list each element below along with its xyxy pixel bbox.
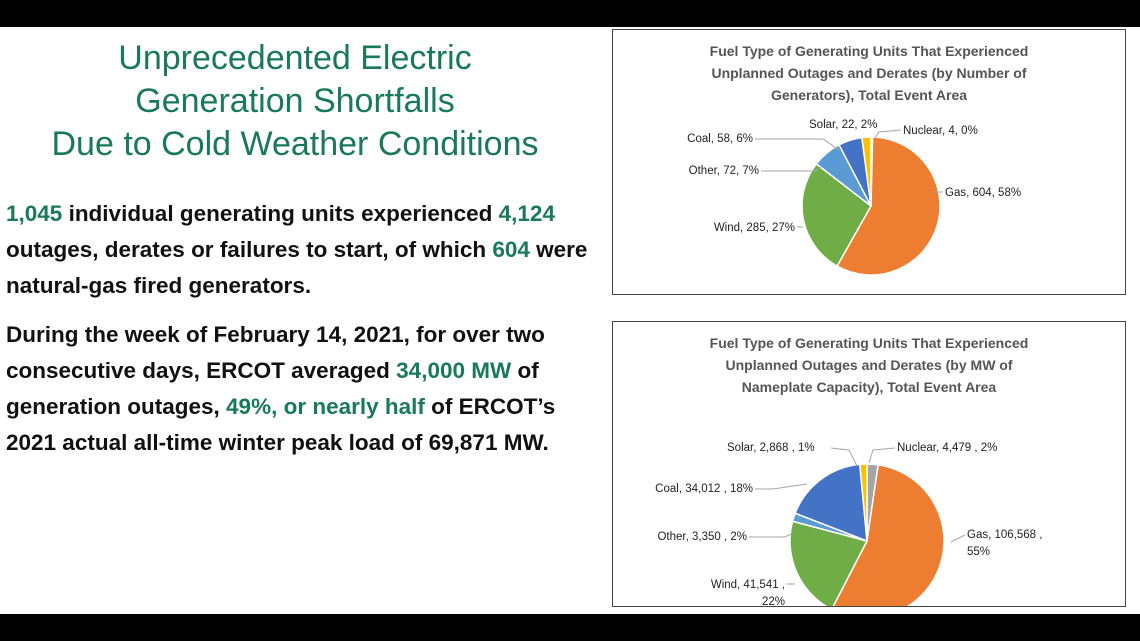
generators-pie-svg: Fuel Type of Generating Units That Exper…	[687, 43, 1029, 276]
gen-leader-coal	[755, 138, 840, 151]
gen-leader-nuclear	[874, 129, 902, 139]
cap-label-other: Other, 3,350 , 2%	[657, 531, 747, 543]
cap-label-solar: Solar, 2,868 , 1%	[727, 442, 815, 454]
cap-leader-other	[749, 533, 792, 538]
generators-pie-chart: Fuel Type of Generating Units That Exper…	[612, 29, 1126, 295]
cap-label-gas: Gas, 106,568 ,	[967, 529, 1042, 541]
outage-mw-paragraph: During the week of February 14, 2021, fo…	[6, 317, 596, 461]
gen-label-other: Other, 72, 7%	[689, 165, 759, 177]
gen-label-gas: Gas, 604, 58%	[945, 187, 1021, 199]
cap-chart-title-line-3: Nameplate Capacity), Total Event Area	[742, 379, 997, 395]
title-line-1: Unprecedented Electric	[118, 39, 472, 77]
para1-text-3: were natural-gas fired generators.	[6, 237, 588, 298]
gen-chart-title-line-2: Unplanned Outages and Derates (by Number…	[711, 65, 1026, 81]
gen-chart-title-line-3: Generators), Total Event Area	[771, 87, 967, 103]
cap-slice-wind	[789, 520, 869, 606]
cap-leader-nuclear	[868, 447, 896, 464]
gen-label-solar: Solar, 22, 2%	[809, 119, 877, 131]
outage-mw-value: 34,000 MW	[396, 358, 512, 383]
outages-count: 4,124	[498, 201, 555, 226]
cap-slice-gas	[832, 463, 945, 606]
gen-chart-title-line-1: Fuel Type of Generating Units That Exper…	[710, 43, 1029, 59]
cap-label-nuclear: Nuclear, 4,479 , 2%	[897, 442, 997, 454]
slide: Unprecedented Electric Generation Shortf…	[0, 27, 1140, 614]
gen-leader-other	[761, 166, 822, 172]
outage-units-paragraph: 1,045 individual generating units experi…	[6, 196, 596, 304]
para1-text-2: outages, derates or failures to start, o…	[6, 237, 493, 262]
cap-leader-gas	[950, 534, 966, 543]
cap-leader-solar	[830, 447, 858, 467]
gen-label-nuclear: Nuclear, 4, 0%	[903, 125, 978, 137]
para1-text-1: individual generating units experienced	[62, 201, 499, 226]
para2-text-3: of ERCOT’s 2021 actual all-time winter p…	[6, 394, 556, 455]
cap-label-wind-line-2: 22%	[762, 596, 785, 606]
gen-slice-wind	[801, 162, 872, 268]
cap-label-gas-line-2: 55%	[967, 546, 990, 558]
para2-text-2: of generation outages,	[6, 358, 539, 419]
gas-units-count: 604	[492, 237, 530, 262]
para2-text-1: During the week of February 14, 2021, fo…	[6, 322, 545, 383]
capacity-pie-chart: Fuel Type of Generating Units That Exper…	[612, 321, 1126, 607]
capacity-pie-svg: Fuel Type of Generating Units That Exper…	[655, 335, 1042, 606]
title-line-3: Due to Cold Weather Conditions	[51, 125, 539, 163]
slide-title: Unprecedented Electric Generation Shortf…	[0, 37, 590, 166]
gen-slice-gas	[836, 136, 941, 276]
cap-chart-title-line-1: Fuel Type of Generating Units That Exper…	[710, 335, 1029, 351]
outage-share-value: 49%, or nearly half	[226, 394, 425, 419]
cap-label-wind: Wind, 41,541 ,	[711, 579, 785, 591]
gen-slice-solar	[861, 136, 872, 207]
gen-label-wind: Wind, 285, 27%	[714, 222, 795, 234]
cap-leader-coal	[755, 483, 808, 490]
cap-chart-title-line-2: Unplanned Outages and Derates (by MW of	[725, 357, 1012, 373]
cap-label-coal: Coal, 34,012 , 18%	[655, 483, 753, 495]
title-line-2: Generation Shortfalls	[135, 82, 455, 120]
cap-slice-coal	[794, 463, 868, 543]
gen-label-coal: Coal, 58, 6%	[687, 133, 753, 145]
cap-slice-solar	[858, 463, 868, 542]
units-count: 1,045	[6, 201, 63, 226]
